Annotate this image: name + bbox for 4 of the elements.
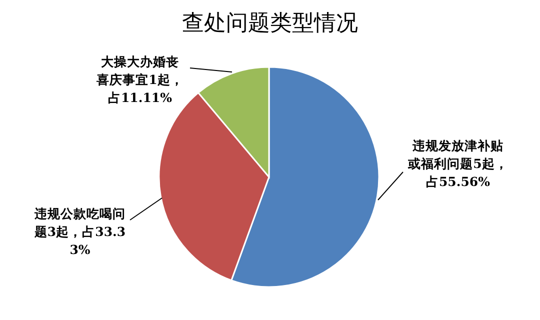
slice-label: 大操大办婚丧喜庆事宜1起，占11.11% — [96, 54, 184, 105]
slice-label: 违规公款吃喝问题3起，占33.33% — [33, 206, 126, 257]
chart-title: 查处问题类型情况 — [182, 11, 358, 36]
slice-label: 违规发放津补贴或福利问题5起，占55.56% — [407, 138, 508, 189]
